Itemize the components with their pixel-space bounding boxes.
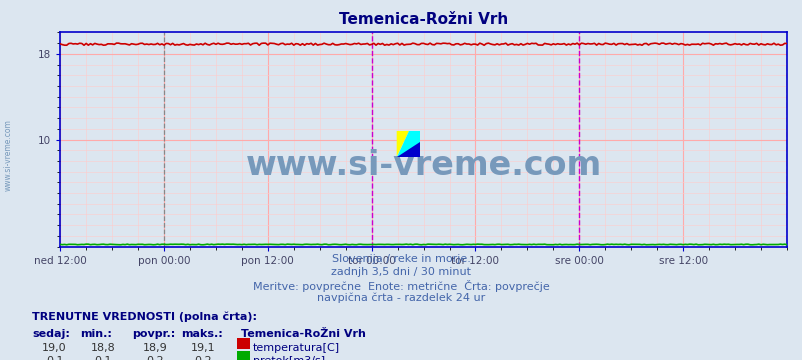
Polygon shape bbox=[396, 141, 419, 157]
Text: 0,2: 0,2 bbox=[194, 356, 212, 360]
Text: 19,0: 19,0 bbox=[43, 343, 67, 353]
Title: Temenica-Rožni Vrh: Temenica-Rožni Vrh bbox=[338, 12, 508, 27]
Text: 0,1: 0,1 bbox=[94, 356, 111, 360]
Text: maks.:: maks.: bbox=[180, 329, 222, 339]
Text: TRENUTNE VREDNOSTI (polna črta):: TRENUTNE VREDNOSTI (polna črta): bbox=[32, 311, 257, 322]
Text: www.si-vreme.com: www.si-vreme.com bbox=[3, 119, 13, 191]
Text: Temenica-RoŽni Vrh: Temenica-RoŽni Vrh bbox=[241, 329, 366, 339]
Text: min.:: min.: bbox=[80, 329, 112, 339]
Text: sedaj:: sedaj: bbox=[32, 329, 70, 339]
Text: 18,9: 18,9 bbox=[143, 343, 167, 353]
Text: 0,2: 0,2 bbox=[146, 356, 164, 360]
Text: pretok[m3/s]: pretok[m3/s] bbox=[253, 356, 325, 360]
Text: povpr.:: povpr.: bbox=[132, 329, 176, 339]
Text: Slovenija / reke in morje.: Slovenija / reke in morje. bbox=[332, 254, 470, 264]
Text: zadnjh 3,5 dni / 30 minut: zadnjh 3,5 dni / 30 minut bbox=[331, 267, 471, 277]
Text: 19,1: 19,1 bbox=[191, 343, 215, 353]
Polygon shape bbox=[396, 131, 419, 157]
Text: Meritve: povprečne  Enote: metrične  Črta: povprečje: Meritve: povprečne Enote: metrične Črta:… bbox=[253, 280, 549, 292]
Text: temperatura[C]: temperatura[C] bbox=[253, 343, 339, 353]
Polygon shape bbox=[396, 131, 408, 157]
Text: navpična črta - razdelek 24 ur: navpična črta - razdelek 24 ur bbox=[317, 292, 485, 303]
Text: www.si-vreme.com: www.si-vreme.com bbox=[245, 149, 601, 182]
Text: 18,8: 18,8 bbox=[91, 343, 115, 353]
Text: 0,1: 0,1 bbox=[46, 356, 63, 360]
